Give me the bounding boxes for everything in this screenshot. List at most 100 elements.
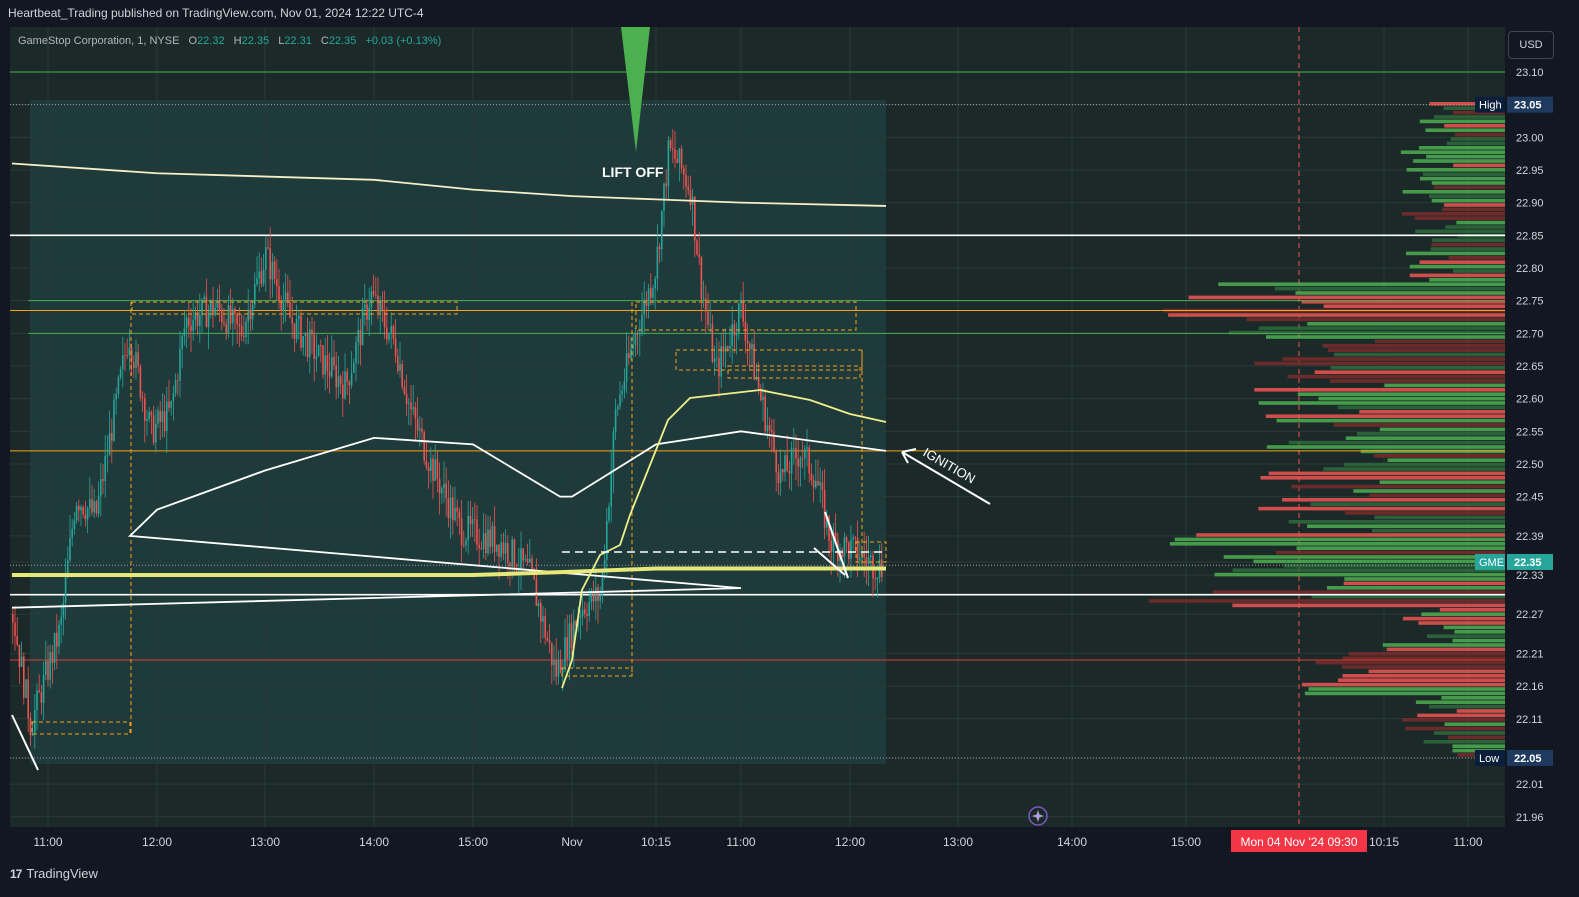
candle-body	[113, 399, 115, 441]
volume-bar	[1429, 704, 1505, 709]
candle-body	[522, 548, 524, 561]
candle-body	[584, 609, 586, 615]
candle-body	[854, 537, 857, 539]
volume-bar	[1405, 251, 1505, 256]
y-tick-label: 22.45	[1516, 492, 1544, 504]
candle-body	[696, 240, 698, 255]
volume-bar	[1283, 564, 1505, 568]
volume-bar	[1426, 154, 1505, 159]
candle-body	[801, 458, 804, 460]
candle-body	[119, 368, 122, 378]
ignition-arrow-line	[901, 451, 991, 505]
candle-body	[537, 602, 540, 607]
candle-body	[744, 321, 747, 341]
volume-bar	[1174, 537, 1505, 542]
price-tag-name-box	[1475, 749, 1505, 766]
volume-bar	[1253, 559, 1505, 564]
candle-body	[856, 537, 859, 561]
candle-body	[738, 303, 740, 333]
x-tick-label: 14:00	[359, 835, 389, 849]
candle-body	[676, 158, 678, 163]
volume-bar	[1295, 291, 1505, 295]
candle-body	[18, 644, 21, 667]
volume-bar	[1417, 713, 1505, 718]
volume-bar	[1413, 159, 1505, 163]
volume-bar	[1434, 115, 1505, 119]
candle-body	[192, 320, 194, 332]
volume-bar	[1439, 608, 1505, 612]
volume-bar	[1149, 599, 1505, 603]
candle-body	[764, 396, 766, 432]
price-tag-value-box	[1507, 749, 1553, 766]
candle-body	[573, 620, 575, 649]
candle-body	[870, 555, 872, 558]
candle-body	[799, 458, 802, 467]
candle-body	[42, 675, 45, 703]
candle-body	[78, 505, 80, 511]
candle-body	[207, 311, 210, 328]
candle-body	[430, 458, 432, 472]
candle-body	[331, 357, 333, 377]
price-axis[interactable]: 23.10 23.05 23.00 22.95 22.90 22.85 22.80 22.75…	[1475, 27, 1579, 827]
candle-body	[707, 311, 709, 325]
low-label: L	[278, 35, 285, 47]
candle-body	[742, 299, 744, 322]
y-tick-label: 22.01	[1516, 779, 1544, 791]
candle-body	[51, 652, 54, 663]
volume-bar	[1341, 665, 1505, 669]
price-tag-name: High	[1479, 100, 1502, 112]
candle-body	[185, 317, 188, 329]
volume-bar	[1348, 652, 1505, 656]
candle-body	[355, 342, 357, 363]
tradingview-brand[interactable]: 17 TradingView	[10, 866, 98, 881]
rocket-arrow-icon	[621, 27, 650, 152]
candle-body	[546, 637, 549, 641]
change-value: +0.03 (+0.13%)	[365, 35, 442, 47]
candle-body	[414, 407, 417, 419]
candle-body	[236, 313, 238, 324]
candle-body	[126, 355, 128, 357]
candle-body	[324, 355, 326, 375]
candle-body	[733, 324, 736, 336]
candle-body	[227, 305, 230, 334]
candle-body	[273, 261, 276, 280]
y-tick-label: 23.00	[1516, 132, 1544, 144]
candle-body	[828, 516, 830, 541]
volume-bar	[1323, 467, 1505, 471]
candle-body	[685, 174, 687, 187]
candle-body	[60, 617, 62, 625]
candle-body	[658, 246, 661, 250]
candle-body	[746, 340, 749, 344]
volume-bar	[1308, 687, 1505, 691]
candle-body	[45, 661, 47, 676]
candle-body	[603, 559, 606, 572]
volume-bar	[1223, 555, 1505, 559]
candle-body	[304, 332, 307, 337]
time-axis[interactable]: 11:00 12:00 13:00 14:00 15:00 Nov 10:15 11:00 12…	[10, 827, 1505, 855]
candle-body	[159, 410, 161, 422]
candle-body	[342, 384, 344, 399]
volume-bar	[1282, 357, 1505, 361]
candle-body	[350, 372, 353, 386]
volume-bar	[1450, 137, 1505, 141]
candle-body	[410, 402, 412, 410]
candle-body	[38, 690, 40, 693]
volume-bar	[1246, 317, 1505, 322]
volume-bar	[1282, 498, 1505, 502]
volume-profile	[1149, 102, 1505, 757]
y-tick-label: 22.60	[1516, 394, 1544, 406]
open-value: 22.32	[197, 35, 225, 47]
currency-button[interactable]: USD	[1508, 31, 1554, 59]
volume-bar	[1288, 440, 1505, 445]
volume-bar	[1168, 313, 1505, 317]
candle-body	[821, 482, 824, 490]
candle-body	[346, 371, 348, 382]
candle-body	[614, 409, 617, 432]
volume-bar	[1258, 326, 1505, 330]
candle-body	[665, 183, 667, 187]
volume-bar	[1304, 691, 1505, 696]
volume-bar	[1265, 414, 1505, 418]
candle-body	[535, 579, 538, 607]
volume-bar	[1414, 216, 1505, 220]
